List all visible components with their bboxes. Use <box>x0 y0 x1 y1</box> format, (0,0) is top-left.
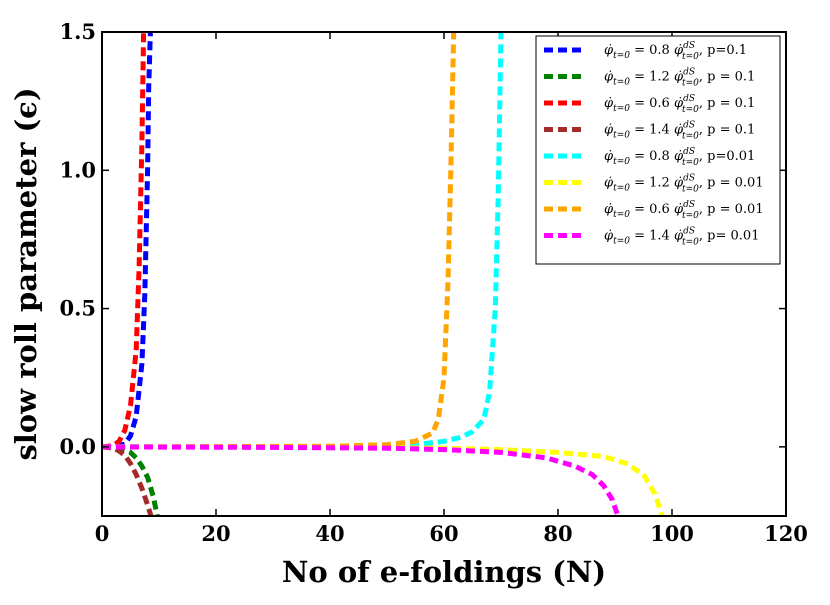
x-tick-label: 120 <box>764 521 808 546</box>
series-line-2 <box>102 444 160 516</box>
x-tick-label: 40 <box>315 521 344 546</box>
series-line-7 <box>102 32 457 450</box>
x-tick-label: 20 <box>201 521 230 546</box>
legend: φ̇t=0 = 0.8 φ̇dS t=0, p=0.1 φ̇t=0 = 1.2 φ̇… <box>535 35 781 265</box>
legend-entry-4: φ̇t=0 = 1.4 φ̇dS t=0, p = 0.1 <box>604 121 755 142</box>
y-tick-label: 1.0 <box>59 157 96 182</box>
legend-entry-5: φ̇t=0 = 0.8 φ̇dS t=0, p=0.01 <box>604 147 755 168</box>
x-axis-label: No of e-foldings (N) <box>282 555 606 589</box>
y-axis-label: slow roll parameter (ϵ) <box>9 87 43 460</box>
series-line-4 <box>102 444 154 516</box>
x-tick-label: 0 <box>95 521 110 546</box>
legend-entry-6: φ̇t=0 = 1.2 φ̇dS t=0, p = 0.01 <box>604 174 764 195</box>
legend-entry-1: φ̇t=0 = 0.8 φ̇dS t=0, p=0.1 <box>604 41 747 62</box>
legend-entry-7: φ̇t=0 = 0.6 φ̇dS t=0, p = 0.01 <box>604 200 764 221</box>
tick-layer: 0 20 40 60 80 100 120 0.0 0.5 1.0 1.5 <box>59 19 807 546</box>
series-line-6 <box>102 444 665 516</box>
series-line-3 <box>102 32 147 450</box>
y-tick-label: 1.5 <box>59 19 96 44</box>
series-line-8 <box>102 444 621 516</box>
x-tick-label: 100 <box>650 521 694 546</box>
y-tick-label: 0.5 <box>59 296 96 321</box>
legend-entry-2: φ̇t=0 = 1.2 φ̇dS t=0, p = 0.1 <box>604 68 755 89</box>
series-layer <box>102 32 665 516</box>
legend-entry-8: φ̇t=0 = 1.4 φ̇dS t=0, p= 0.01 <box>604 227 759 248</box>
x-tick-label: 80 <box>543 521 572 546</box>
legend-entry-3: φ̇t=0 = 0.6 φ̇dS t=0, p = 0.1 <box>604 94 755 115</box>
series-line-5 <box>102 32 504 450</box>
y-tick-label: 0.0 <box>59 434 96 459</box>
x-tick-label: 60 <box>429 521 458 546</box>
